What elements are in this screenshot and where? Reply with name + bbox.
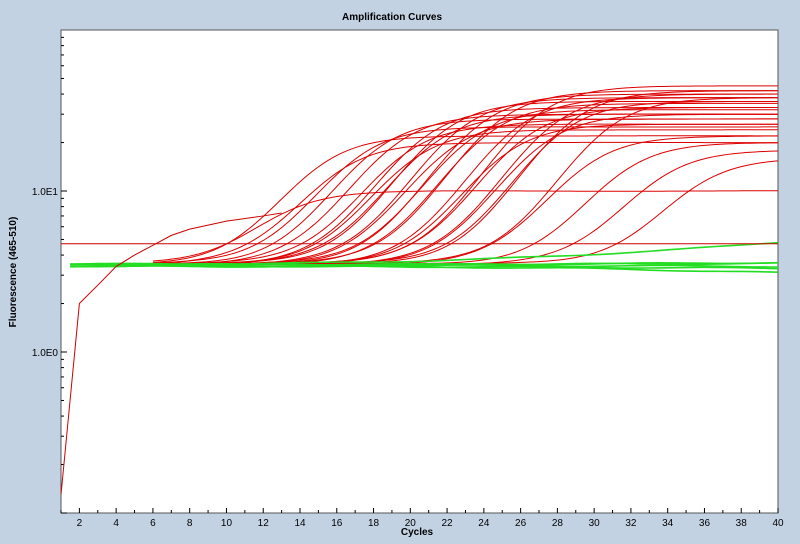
x-tick-label-26: 26 xyxy=(515,518,527,529)
x-tick-label-14: 14 xyxy=(294,518,306,529)
chart-title: Amplification Curves xyxy=(342,12,442,23)
x-tick-label-8: 8 xyxy=(187,518,193,529)
x-tick-label-30: 30 xyxy=(589,518,601,529)
x-tick-label-6: 6 xyxy=(150,518,156,529)
x-tick-label-36: 36 xyxy=(699,518,711,529)
x-tick-label-34: 34 xyxy=(662,518,674,529)
axes: 2 4 6 8 10 12 14 16 18 20 22 24 26 28 30 32 34 36 38 401.0E… xyxy=(32,36,784,529)
x-axis-label: Cycles xyxy=(401,527,434,538)
x-tick-label-38: 38 xyxy=(736,518,748,529)
x-tick-label-40: 40 xyxy=(772,518,784,529)
x-tick-label-4: 4 xyxy=(113,518,119,529)
x-tick-label-2: 2 xyxy=(77,518,83,529)
negative-curve xyxy=(70,264,778,274)
x-tick-label-16: 16 xyxy=(331,518,343,529)
y-tick-label-1.0E0: 1.0E0 xyxy=(32,348,59,359)
x-tick-label-20: 20 xyxy=(405,518,417,529)
x-tick-label-18: 18 xyxy=(368,518,380,529)
y-axis-label: Fluorescence (465-510) xyxy=(8,217,19,328)
outlier-curve xyxy=(61,212,282,495)
x-tick-label-22: 22 xyxy=(442,518,454,529)
x-tick-label-24: 24 xyxy=(478,518,490,529)
plot-area xyxy=(60,29,779,514)
y-tick-label-1.0E1: 1.0E1 xyxy=(32,187,59,198)
x-tick-label-32: 32 xyxy=(625,518,637,529)
series-group xyxy=(61,85,778,495)
positive-curve xyxy=(152,100,778,265)
x-tick-label-12: 12 xyxy=(258,518,270,529)
x-tick-label-10: 10 xyxy=(221,518,233,529)
x-tick-label-28: 28 xyxy=(552,518,564,529)
plot-series xyxy=(61,85,778,495)
negative-curve xyxy=(70,241,778,266)
